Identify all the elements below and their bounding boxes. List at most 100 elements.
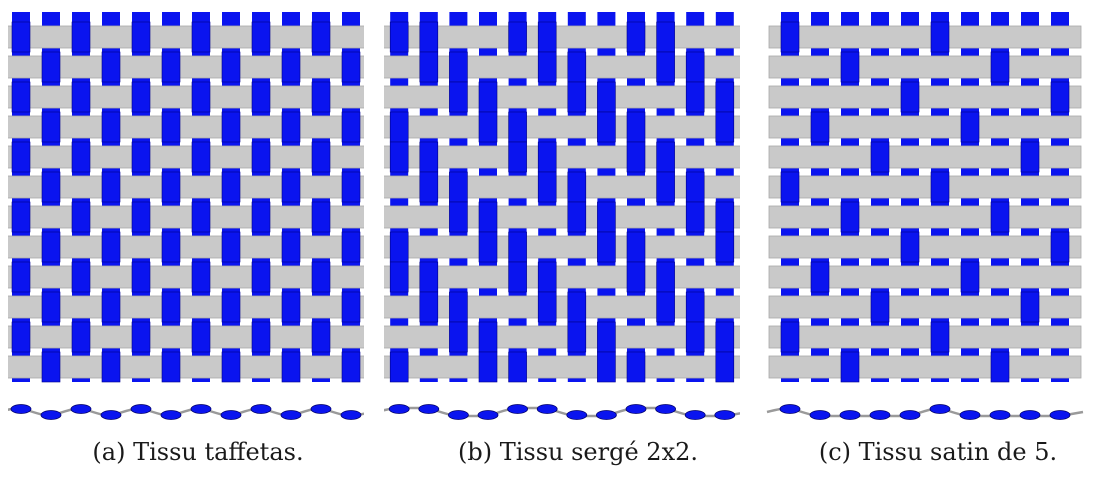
- warp-float: [251, 261, 271, 293]
- warp-float: [341, 51, 361, 83]
- cross-section-warp: [714, 410, 736, 420]
- warp-float: [389, 21, 409, 53]
- warp-float: [656, 261, 675, 293]
- warp-float: [508, 351, 527, 383]
- warp-float: [840, 351, 860, 383]
- weft-thread: [8, 265, 364, 289]
- warp-float: [597, 231, 616, 263]
- weft-thread: [768, 265, 1082, 289]
- warp-float: [251, 21, 271, 53]
- weft-thread: [384, 265, 740, 289]
- cross-section-warp: [280, 410, 302, 420]
- cross-section-warp: [536, 404, 558, 414]
- warp-float: [478, 321, 498, 353]
- warp-float: [656, 51, 675, 83]
- warp-float: [389, 351, 409, 383]
- warp-float: [101, 291, 121, 323]
- cross-section-warp: [839, 410, 861, 420]
- weft-thread: [8, 25, 364, 49]
- weft-thread: [8, 325, 364, 349]
- weft-thread: [384, 85, 740, 109]
- warp-float: [281, 51, 301, 83]
- warp-float: [131, 261, 151, 293]
- warp-float: [419, 21, 439, 53]
- warp-float: [419, 141, 439, 173]
- warp-float: [101, 111, 121, 143]
- warp-float: [656, 171, 675, 203]
- warp-float: [900, 81, 920, 113]
- weft-thread: [384, 295, 740, 319]
- warp-float: [389, 141, 409, 173]
- warp-float: [449, 201, 468, 233]
- weft-thread: [768, 205, 1082, 229]
- weft-thread: [8, 85, 364, 109]
- warp-float: [715, 351, 735, 383]
- warp-float: [567, 171, 587, 203]
- weft-thread: [384, 25, 740, 49]
- weft-thread: [384, 205, 740, 229]
- warp-float: [11, 261, 31, 293]
- warp-float: [597, 321, 616, 353]
- weft-thread: [768, 25, 1082, 49]
- satin-weave-diagram: [766, 12, 1084, 420]
- weft-thread: [8, 295, 364, 319]
- warp-float: [780, 21, 800, 53]
- warp-float: [161, 291, 181, 323]
- warp-float: [478, 81, 498, 113]
- warp-float: [71, 141, 91, 173]
- cross-section-warp: [477, 410, 499, 420]
- warp-float: [281, 231, 301, 263]
- warp-float: [311, 81, 331, 113]
- weave-panel-plain: [8, 0, 364, 440]
- cross-section-warp: [388, 404, 410, 414]
- warp-float: [900, 231, 920, 263]
- warp-float: [715, 81, 735, 113]
- warp-float: [656, 21, 675, 53]
- twill-weave-diagram: [384, 12, 740, 420]
- warp-float: [311, 141, 331, 173]
- cross-section-warp: [448, 410, 469, 420]
- warp-float: [131, 81, 151, 113]
- warp-float: [537, 291, 557, 323]
- warp-float: [71, 81, 91, 113]
- warp-float: [341, 351, 361, 383]
- warp-float: [990, 351, 1010, 383]
- warp-float: [508, 231, 527, 263]
- weft-thread: [384, 235, 740, 259]
- warp-float: [281, 171, 301, 203]
- weave-panel-satin: [754, 0, 1096, 440]
- cross-section-warp: [507, 404, 529, 414]
- cross-section-warp: [418, 404, 440, 414]
- weft-thread: [768, 55, 1082, 79]
- warp-float: [11, 321, 31, 353]
- warp-float: [626, 351, 646, 383]
- warp-float: [1020, 291, 1040, 323]
- cross-section-warp: [989, 410, 1011, 420]
- weft-thread: [8, 115, 364, 139]
- warp-float: [311, 261, 331, 293]
- warp-float: [685, 171, 705, 203]
- warp-float: [251, 141, 271, 173]
- warp-float: [449, 51, 468, 83]
- weft-thread: [768, 145, 1082, 169]
- cross-section-warp: [100, 410, 122, 420]
- cross-section-warp: [566, 410, 588, 420]
- warp-float: [537, 21, 557, 53]
- warp-float: [341, 231, 361, 263]
- warp-float: [281, 351, 301, 383]
- cross-section-warp: [1049, 410, 1071, 420]
- cross-section-warp: [899, 410, 921, 420]
- warp-float: [161, 111, 181, 143]
- warp-float: [251, 81, 271, 113]
- warp-float: [715, 231, 735, 263]
- weft-thread: [384, 325, 740, 349]
- warp-float: [508, 21, 527, 53]
- warp-float: [41, 51, 61, 83]
- warp-float: [131, 201, 151, 233]
- warp-float: [870, 291, 890, 323]
- warp-float: [221, 51, 241, 83]
- cross-section-warp: [625, 404, 647, 414]
- warp-float: [508, 111, 527, 143]
- warp-float: [131, 141, 151, 173]
- warp-float: [311, 321, 331, 353]
